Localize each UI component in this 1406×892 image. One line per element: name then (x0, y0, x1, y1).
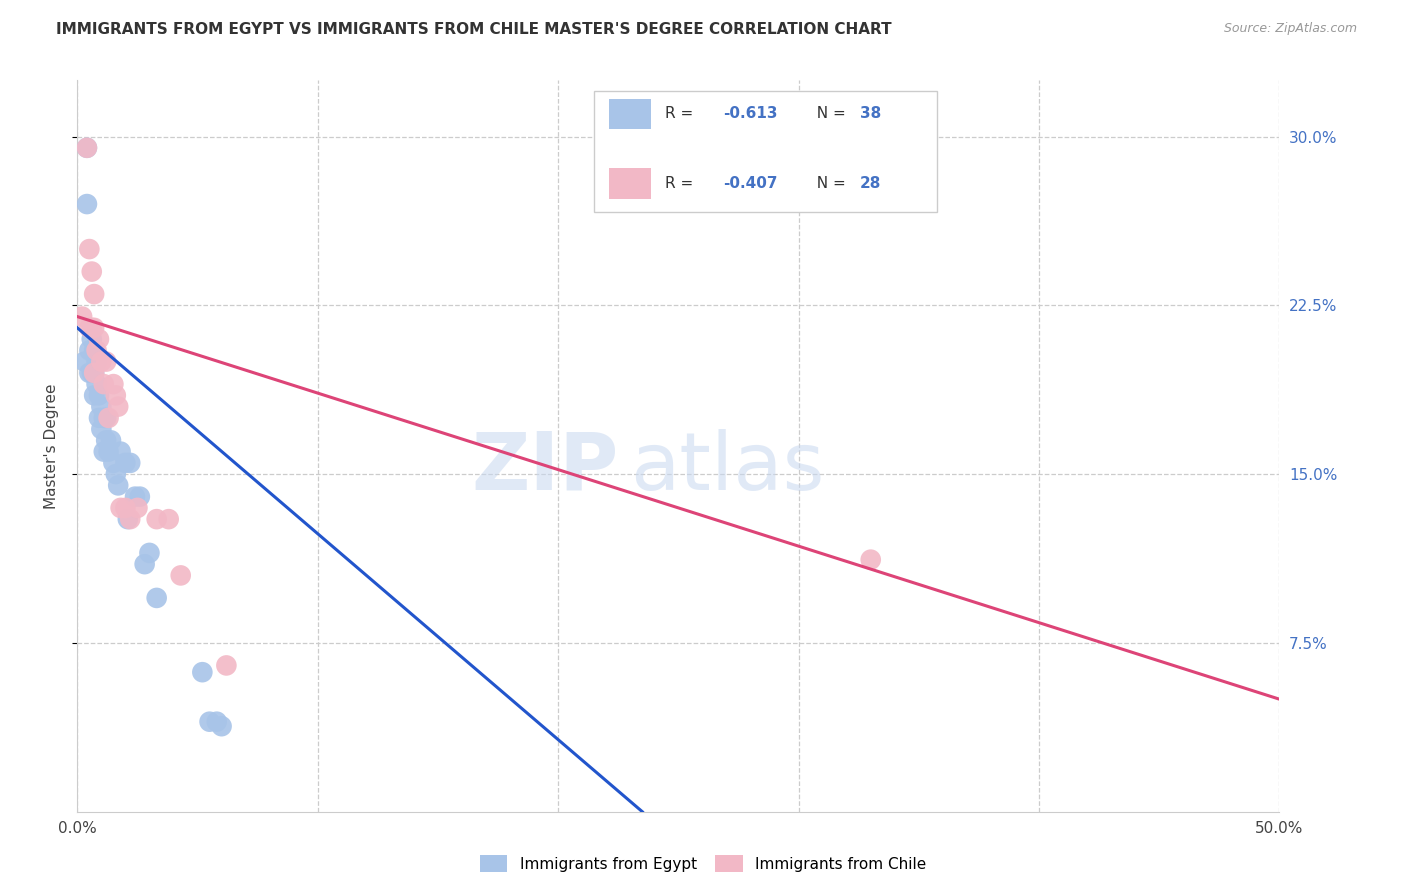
Point (83, 366, 105, 380)
Point (124, 490, 146, 504)
Point (87, 332, 110, 346)
Point (211, 719, 233, 733)
Text: -0.613: -0.613 (723, 106, 778, 121)
Text: IMMIGRANTS FROM EGYPT VS IMMIGRANTS FROM CHILE MASTER'S DEGREE CORRELATION CHART: IMMIGRANTS FROM EGYPT VS IMMIGRANTS FROM… (56, 22, 891, 37)
Point (76, 141, 98, 155)
Text: atlas: atlas (630, 429, 825, 507)
Point (93, 377, 115, 392)
Point (110, 444, 132, 458)
Point (205, 714, 228, 729)
Text: R =: R = (665, 106, 699, 121)
Point (134, 557, 156, 571)
Point (103, 377, 125, 392)
Point (90, 400, 112, 414)
Y-axis label: Master's Degree: Master's Degree (44, 384, 59, 508)
Point (86, 377, 108, 392)
Point (86, 354, 108, 368)
Text: N =: N = (807, 106, 851, 121)
Text: ZIP: ZIP (471, 429, 619, 507)
FancyBboxPatch shape (609, 99, 651, 129)
Point (110, 500, 132, 515)
Point (170, 568, 193, 582)
Point (96, 354, 118, 368)
Point (90, 354, 112, 368)
Point (107, 478, 129, 492)
Point (83, 388, 105, 402)
Point (104, 388, 127, 402)
Point (80, 264, 103, 278)
Point (97, 444, 120, 458)
Point (157, 512, 180, 526)
Point (103, 456, 125, 470)
Point (83, 287, 105, 301)
Point (114, 500, 136, 515)
Point (859, 552, 882, 566)
Text: R =: R = (665, 176, 699, 191)
Point (120, 512, 142, 526)
Point (79, 321, 101, 335)
Point (96, 410, 118, 425)
Point (86, 343, 108, 358)
Point (80, 332, 103, 346)
Point (96, 434, 118, 448)
Point (100, 434, 122, 448)
Text: N =: N = (807, 176, 851, 191)
Point (76, 197, 98, 211)
Point (87, 410, 110, 425)
Point (97, 410, 120, 425)
Point (83, 321, 105, 335)
Point (117, 512, 139, 526)
Point (90, 422, 112, 436)
Point (191, 665, 214, 680)
Point (114, 456, 136, 470)
Text: 28: 28 (860, 176, 882, 191)
Point (107, 400, 129, 414)
Legend: Immigrants from Egypt, Immigrants from Chile: Immigrants from Egypt, Immigrants from C… (472, 847, 934, 880)
Text: 38: 38 (860, 106, 882, 121)
FancyBboxPatch shape (595, 91, 936, 212)
Text: -0.407: -0.407 (723, 176, 778, 191)
Point (80, 366, 103, 380)
Point (120, 456, 142, 470)
Point (79, 366, 101, 380)
Point (70, 310, 93, 324)
Point (93, 410, 115, 425)
Point (138, 546, 160, 560)
Point (73, 354, 96, 368)
Point (145, 512, 167, 526)
Text: Source: ZipAtlas.com: Source: ZipAtlas.com (1223, 22, 1357, 36)
Point (93, 444, 115, 458)
FancyBboxPatch shape (609, 168, 651, 199)
Point (215, 658, 238, 673)
Point (128, 490, 150, 504)
Point (76, 141, 98, 155)
Point (79, 242, 101, 256)
Point (104, 467, 127, 482)
Point (87, 388, 110, 402)
Point (83, 366, 105, 380)
Point (79, 343, 101, 358)
Point (83, 343, 105, 358)
Point (198, 714, 221, 729)
Point (80, 321, 103, 335)
Point (127, 500, 149, 515)
Point (145, 591, 167, 605)
